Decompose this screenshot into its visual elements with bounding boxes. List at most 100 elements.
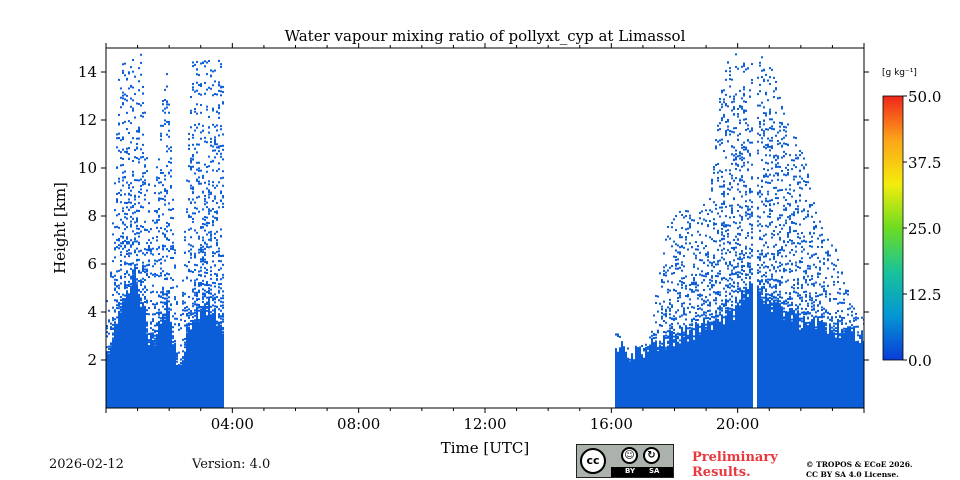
wv-speckle	[723, 258, 725, 261]
wv-speckle	[677, 267, 679, 270]
wv-speckle	[180, 344, 182, 347]
wv-speckle	[130, 252, 132, 255]
wv-speckle	[671, 325, 673, 328]
wv-speckle	[675, 289, 677, 292]
wv-column	[825, 330, 827, 408]
wv-speckle	[667, 330, 669, 333]
wv-speckle	[128, 198, 130, 201]
wv-speckle	[777, 174, 779, 177]
wv-speckle	[174, 344, 176, 347]
wv-speckle	[691, 283, 693, 286]
wv-speckle	[170, 169, 172, 172]
wv-speckle	[799, 266, 801, 269]
wv-speckle	[122, 148, 124, 151]
wv-speckle	[769, 149, 771, 152]
wv-column	[853, 326, 855, 408]
wv-speckle	[789, 231, 791, 234]
wv-speckle	[779, 142, 781, 145]
wv-speckle	[112, 233, 114, 236]
wv-speckle	[699, 251, 701, 254]
wv-speckle	[855, 318, 857, 321]
cc-sa-label: SA	[649, 467, 660, 475]
wv-column	[110, 348, 112, 408]
wv-speckle	[677, 337, 679, 340]
wv-speckle	[827, 311, 829, 314]
wv-speckle	[733, 320, 735, 323]
wv-speckle	[769, 223, 771, 226]
wv-speckle	[721, 233, 723, 236]
wv-speckle	[707, 251, 709, 254]
wv-speckle	[132, 230, 134, 233]
wv-speckle	[839, 338, 841, 341]
wv-speckle	[208, 208, 210, 211]
wv-column	[154, 345, 156, 408]
wv-column	[787, 313, 789, 408]
wv-speckle	[138, 258, 140, 261]
wv-speckle	[222, 202, 224, 205]
wv-speckle	[174, 323, 176, 326]
wv-speckle	[114, 310, 116, 313]
wv-speckle	[693, 339, 695, 342]
wv-speckle	[186, 334, 188, 337]
wv-column	[166, 300, 168, 408]
wv-speckle	[781, 301, 783, 304]
wv-speckle	[182, 309, 184, 312]
wv-speckle	[827, 259, 829, 262]
wv-speckle	[220, 278, 222, 281]
wv-column	[855, 342, 857, 408]
wv-speckle	[188, 165, 190, 168]
wv-speckle	[162, 255, 164, 258]
wv-speckle	[118, 307, 120, 310]
wv-speckle	[809, 265, 811, 268]
wv-speckle	[162, 301, 164, 304]
wv-speckle	[186, 326, 188, 329]
wv-speckle	[767, 252, 769, 255]
wv-speckle	[701, 294, 703, 297]
wv-speckle	[110, 345, 112, 348]
wv-speckle	[122, 184, 124, 187]
wv-speckle	[214, 308, 216, 311]
wv-speckle	[739, 233, 741, 236]
wv-speckle	[132, 86, 134, 89]
wv-speckle	[793, 164, 795, 167]
wv-speckle	[757, 191, 759, 194]
wv-speckle	[190, 236, 192, 239]
wv-speckle	[154, 192, 156, 195]
wv-speckle	[649, 344, 651, 347]
wv-column	[210, 317, 212, 408]
wv-speckle	[773, 90, 775, 93]
wv-speckle	[184, 324, 186, 327]
wv-speckle	[763, 79, 765, 82]
wv-speckle	[154, 337, 156, 340]
wv-speckle	[769, 212, 771, 215]
wv-speckle	[819, 266, 821, 269]
wv-speckle	[148, 259, 150, 262]
wv-speckle	[839, 320, 841, 323]
wv-speckle	[168, 291, 170, 294]
wv-speckle	[681, 214, 683, 217]
wv-speckle	[717, 318, 719, 321]
wv-speckle	[719, 293, 721, 296]
wv-speckle	[164, 188, 166, 191]
wv-speckle	[699, 307, 701, 310]
wv-speckle	[821, 241, 823, 244]
wv-speckle	[204, 181, 206, 184]
wv-speckle	[811, 299, 813, 302]
wv-speckle	[172, 341, 174, 344]
wv-speckle	[813, 316, 815, 319]
wv-speckle	[791, 303, 793, 306]
wv-speckle	[701, 303, 703, 306]
wv-speckle	[725, 103, 727, 106]
wv-speckle	[188, 316, 190, 319]
wv-speckle	[725, 301, 727, 304]
wv-speckle	[112, 293, 114, 296]
wv-speckle	[687, 306, 689, 309]
wv-speckle	[761, 292, 763, 295]
wv-speckle	[112, 333, 114, 336]
wv-speckle	[757, 152, 759, 155]
wv-speckle	[775, 302, 777, 305]
wv-speckle	[190, 248, 192, 251]
wv-speckle	[733, 131, 735, 134]
wv-speckle	[763, 266, 765, 269]
wv-speckle	[691, 320, 693, 323]
